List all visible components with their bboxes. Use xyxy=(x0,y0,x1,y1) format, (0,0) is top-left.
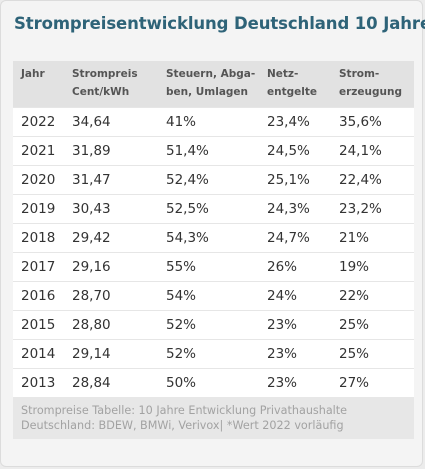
header-strompreis: Strompreis Cent/kWh xyxy=(72,68,138,98)
cell-steuern: 55% xyxy=(158,252,259,282)
cell-strompreis: 28,80 xyxy=(64,310,158,340)
table-row: 2019 30,43 52,5% 24,3% 23,2% xyxy=(13,194,414,224)
cell-steuern: 41% xyxy=(158,107,259,137)
cell-netzentgelte: 25,1% xyxy=(259,165,331,195)
table-row: 2017 29,16 55% 26% 19% xyxy=(13,252,414,282)
cell-strompreis: 28,84 xyxy=(64,368,158,398)
table-row: 2018 29,42 54,3% 24,7% 21% xyxy=(13,223,414,253)
cell-stromerzeugung: 25% xyxy=(331,339,414,369)
table-row: 2015 28,80 52% 23% 25% xyxy=(13,310,414,340)
cell-stromerzeugung: 27% xyxy=(331,368,414,398)
cell-stromerzeugung: 24,1% xyxy=(331,136,414,166)
electricity-price-table: Jahr Strompreis Cent/kWh Steuern, Abga- … xyxy=(13,61,414,398)
header-jahr: Jahr xyxy=(21,68,45,80)
cell-strompreis: 30,43 xyxy=(64,194,158,224)
cell-stromerzeugung: 22% xyxy=(331,281,414,311)
cell-steuern: 54% xyxy=(158,281,259,311)
cell-jahr: 2016 xyxy=(13,281,64,311)
table-row: 2014 29,14 52% 23% 25% xyxy=(13,339,414,369)
cell-netzentgelte: 24,3% xyxy=(259,194,331,224)
cell-steuern: 51,4% xyxy=(158,136,259,166)
cell-steuern: 50% xyxy=(158,368,259,398)
caption-line-2: Deutschland: BDEW, BMWi, Verivox| *Wert … xyxy=(21,419,344,432)
cell-netzentgelte: 24,5% xyxy=(259,136,331,166)
table-body: 2022 34,64 41% 23,4% 35,6% 2021 31,89 51,4% 24,5… xyxy=(13,107,414,398)
cell-stromerzeugung: 35,6% xyxy=(331,107,414,137)
cell-stromerzeugung: 25% xyxy=(331,310,414,340)
cell-netzentgelte: 23% xyxy=(259,368,331,398)
table-row: 2013 28,84 50% 23% 27% xyxy=(13,368,414,398)
cell-netzentgelte: 24% xyxy=(259,281,331,311)
cell-steuern: 52% xyxy=(158,310,259,340)
cell-stromerzeugung: 19% xyxy=(331,252,414,282)
cell-strompreis: 29,42 xyxy=(64,223,158,253)
cell-jahr: 2014 xyxy=(13,339,64,369)
cell-jahr: 2022 xyxy=(13,107,64,137)
cell-jahr: 2019 xyxy=(13,194,64,224)
cell-steuern: 52,4% xyxy=(158,165,259,195)
table-row: 2016 28,70 54% 24% 22% xyxy=(13,281,414,311)
cell-netzentgelte: 26% xyxy=(259,252,331,282)
header-stromerzeugung: Strom- erzeugung xyxy=(339,68,402,98)
cell-strompreis: 28,70 xyxy=(64,281,158,311)
cell-jahr: 2020 xyxy=(13,165,64,195)
table-row: 2021 31,89 51,4% 24,5% 24,1% xyxy=(13,136,414,166)
cell-stromerzeugung: 21% xyxy=(331,223,414,253)
table-row: 2022 34,64 41% 23,4% 35,6% xyxy=(13,107,414,137)
cell-jahr: 2021 xyxy=(13,136,64,166)
cell-netzentgelte: 24,7% xyxy=(259,223,331,253)
cell-netzentgelte: 23,4% xyxy=(259,107,331,137)
cell-steuern: 54,3% xyxy=(158,223,259,253)
table-title: Strompreisentwicklung Deutschland 10 Jah… xyxy=(14,14,425,33)
cell-steuern: 52,5% xyxy=(158,194,259,224)
header-steuern-abgaben-umlagen: Steuern, Abga- ben, Umlagen xyxy=(166,68,256,98)
table-header-row: Jahr Strompreis Cent/kWh Steuern, Abga- … xyxy=(13,61,414,108)
cell-steuern: 52% xyxy=(158,339,259,369)
cell-strompreis: 31,47 xyxy=(64,165,158,195)
cell-jahr: 2015 xyxy=(13,310,64,340)
cell-netzentgelte: 23% xyxy=(259,310,331,340)
cell-strompreis: 31,89 xyxy=(64,136,158,166)
header-netzentgelte: Netz- entgelte xyxy=(267,68,317,98)
table-caption: Strompreise Tabelle: 10 Jahre Entwicklun… xyxy=(13,397,414,439)
caption-line-1: Strompreise Tabelle: 10 Jahre Entwicklun… xyxy=(21,404,348,417)
cell-netzentgelte: 23% xyxy=(259,339,331,369)
cell-stromerzeugung: 23,2% xyxy=(331,194,414,224)
cell-strompreis: 34,64 xyxy=(64,107,158,137)
cell-jahr: 2018 xyxy=(13,223,64,253)
cell-strompreis: 29,14 xyxy=(64,339,158,369)
cell-jahr: 2013 xyxy=(13,368,64,398)
table-row: 2020 31,47 52,4% 25,1% 22,4% xyxy=(13,165,414,195)
cell-stromerzeugung: 22,4% xyxy=(331,165,414,195)
cell-jahr: 2017 xyxy=(13,252,64,282)
cell-strompreis: 29,16 xyxy=(64,252,158,282)
